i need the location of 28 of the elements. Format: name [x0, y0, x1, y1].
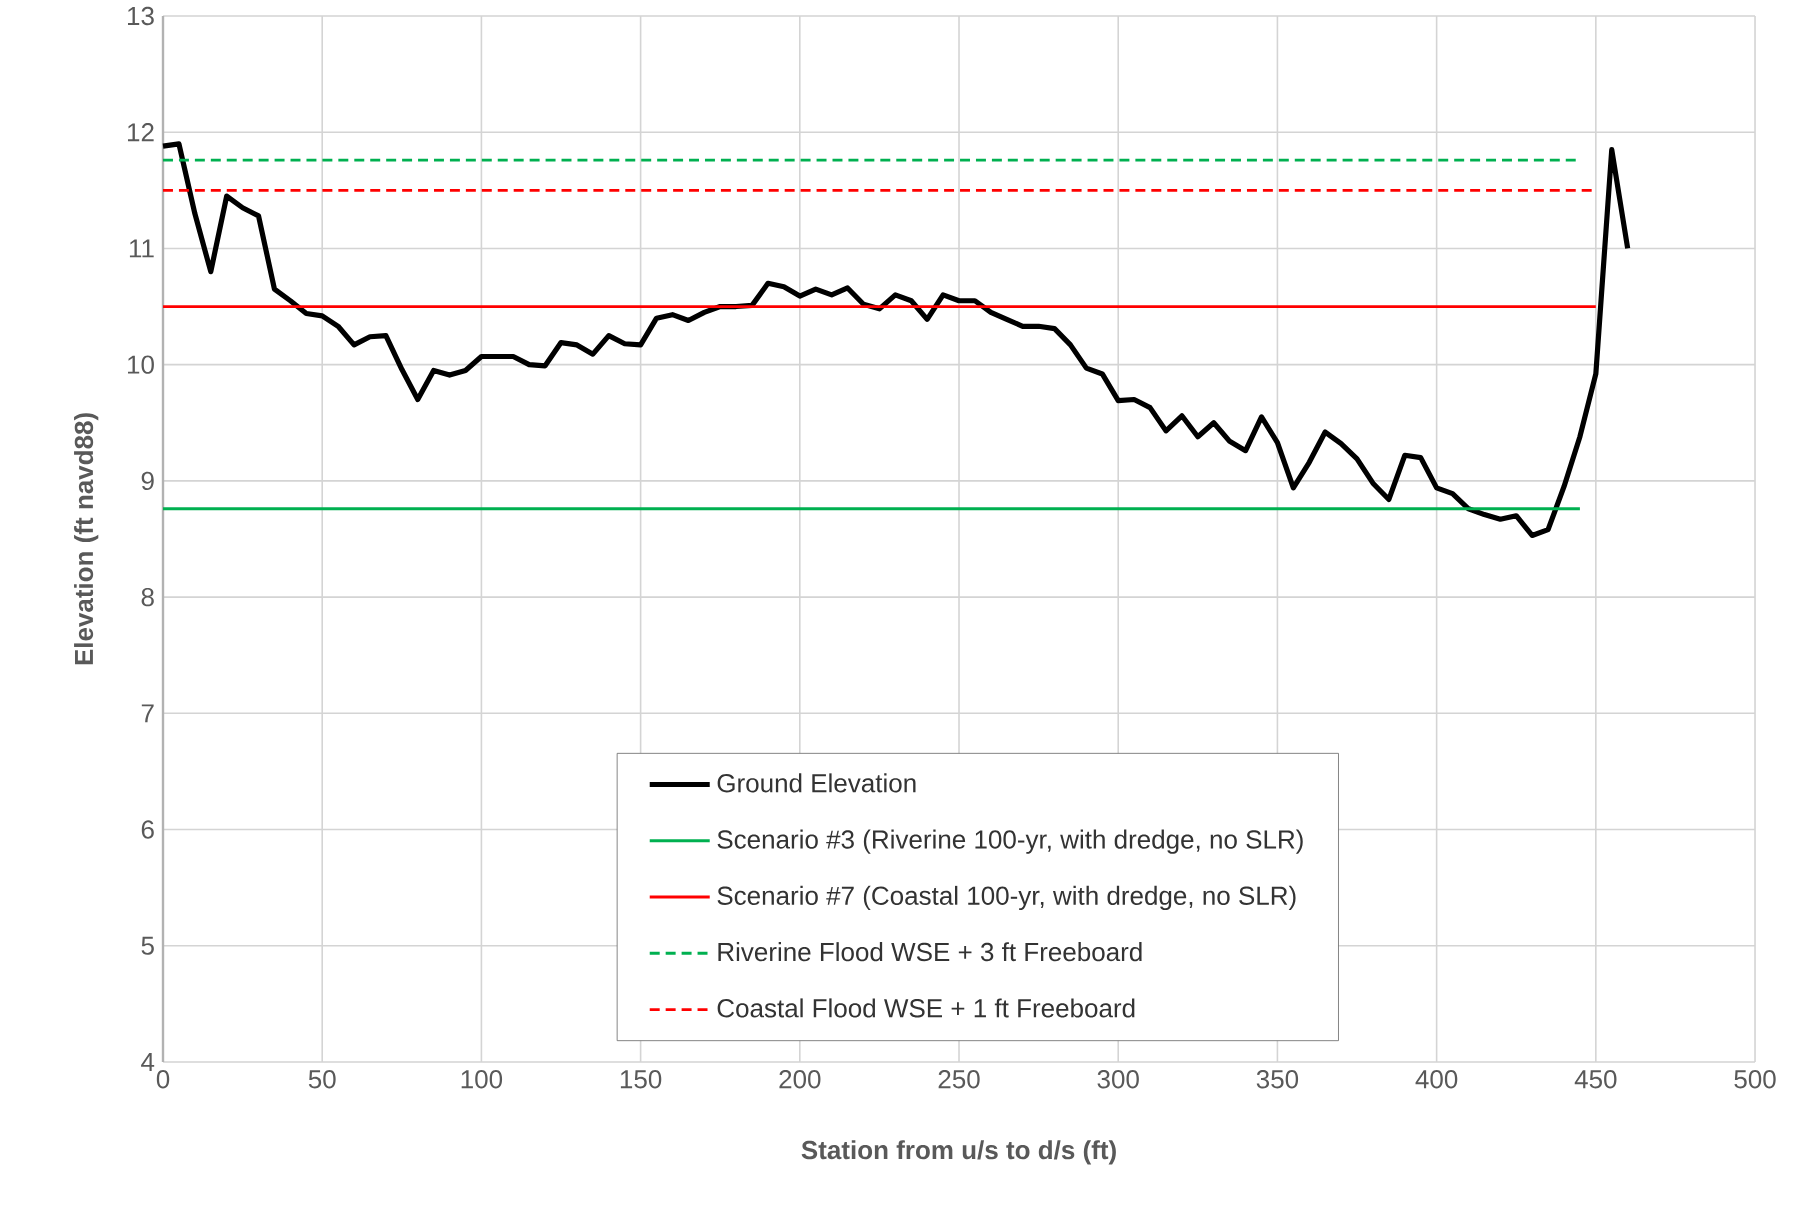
y-tick-label: 6: [141, 820, 154, 839]
x-tick-label: 300: [1097, 1070, 1139, 1089]
y-tick-label: 5: [141, 936, 154, 955]
y-tick-label: 9: [141, 471, 154, 491]
y-tick-label: 13: [127, 6, 154, 26]
x-tick-label: 100: [461, 1070, 503, 1089]
legend-label: Scenario #3 (Riverine 100-yr, with dredge, no SLR): [717, 829, 1303, 854]
x-tick-label: 450: [1574, 1070, 1617, 1089]
x-tick-label: 150: [620, 1070, 662, 1089]
x-tick-label: 250: [938, 1070, 980, 1089]
x-tick-label: 200: [779, 1070, 821, 1089]
x-axis-title: Station from u/s to d/s (ft): [801, 1140, 1116, 1165]
y-tick-label: 12: [127, 123, 154, 142]
y-tick-label: 4: [141, 1053, 155, 1071]
y-axis-title: Elevation (ft navd88): [74, 413, 99, 665]
x-tick-label: 350: [1256, 1070, 1299, 1089]
legend-label: Ground Elevation: [717, 773, 916, 793]
x-tick-label: 400: [1415, 1070, 1458, 1089]
x-tick-label: 50: [308, 1070, 336, 1089]
y-tick-label: 11: [129, 239, 154, 258]
x-tick-label: 500: [1734, 1070, 1776, 1089]
legend-label: Scenario #7 (Coastal 100-yr, with dredge, no SLR): [717, 885, 1296, 911]
x-tick-label: 0: [156, 1070, 170, 1089]
legend-label: Coastal Flood WSE + 1 ft Freeboard: [717, 998, 1135, 1018]
y-tick-label: 7: [141, 704, 154, 723]
legend-label: Riverine Flood WSE + 3 ft Freeboard: [718, 942, 1142, 962]
y-tick-label: 10: [127, 355, 154, 374]
y-tick-label: 8: [141, 587, 154, 607]
